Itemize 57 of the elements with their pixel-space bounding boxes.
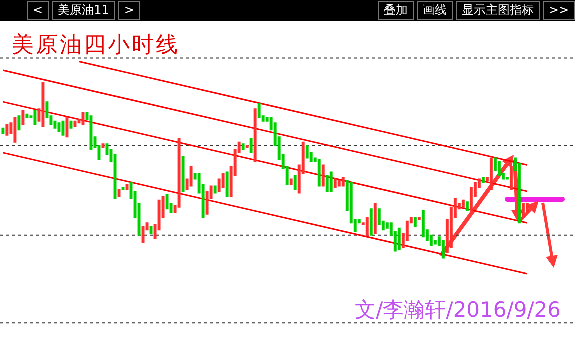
candlestick (342, 177, 345, 187)
candlestick (462, 200, 465, 208)
candlestick (306, 145, 309, 159)
candlestick (338, 180, 341, 187)
candlestick (142, 226, 145, 243)
candlestick (498, 161, 501, 176)
candlestick (2, 128, 5, 134)
candlestick (250, 138, 253, 154)
candlestick (414, 217, 417, 228)
candlestick (222, 174, 225, 189)
candlestick (182, 156, 185, 192)
candlestick (398, 228, 401, 250)
chart-title: 美原油四小时线 (12, 32, 180, 60)
candlestick (18, 116, 21, 131)
text: < (27, 1, 50, 20)
candlestick (34, 110, 37, 126)
candlestick (290, 178, 293, 186)
candlestick (422, 210, 425, 238)
candlestick (150, 226, 153, 234)
text: 显示主图指标 (456, 1, 540, 20)
candlestick (330, 172, 333, 192)
text: 叠加 (378, 1, 414, 20)
candlestick (14, 117, 17, 143)
candlestick (326, 175, 329, 192)
candlestick (482, 177, 485, 184)
text: >> (542, 1, 575, 20)
candlestick (374, 203, 377, 234)
candlestick (6, 124, 9, 136)
candlestick (214, 186, 217, 194)
candlestick (254, 108, 257, 162)
candlestick (322, 164, 325, 187)
text: 文/李瀚轩/2016/9/26 (355, 297, 561, 324)
candlestick (246, 145, 249, 148)
candlestick (506, 177, 509, 180)
candlestick (226, 172, 229, 198)
candlestick (190, 166, 193, 187)
candlestick (122, 188, 125, 190)
candlestick (442, 240, 445, 259)
candlestick (318, 159, 321, 187)
candlestick (258, 103, 261, 118)
candlestick (166, 194, 169, 210)
candlestick (22, 110, 25, 126)
candlestick (466, 202, 469, 212)
text: > (118, 1, 140, 20)
candlestick (26, 114, 29, 118)
candlestick (522, 203, 525, 218)
candlestick (366, 217, 369, 236)
candlestick (334, 178, 337, 189)
candlestick (510, 166, 513, 190)
candlestick (490, 158, 493, 190)
text: 美原油11 (52, 1, 116, 20)
candlestick (242, 144, 245, 150)
text: 画线 (416, 1, 453, 20)
candlestick (42, 82, 45, 128)
candlestick (294, 175, 297, 190)
candlestick (418, 217, 421, 220)
candlestick (370, 208, 373, 236)
